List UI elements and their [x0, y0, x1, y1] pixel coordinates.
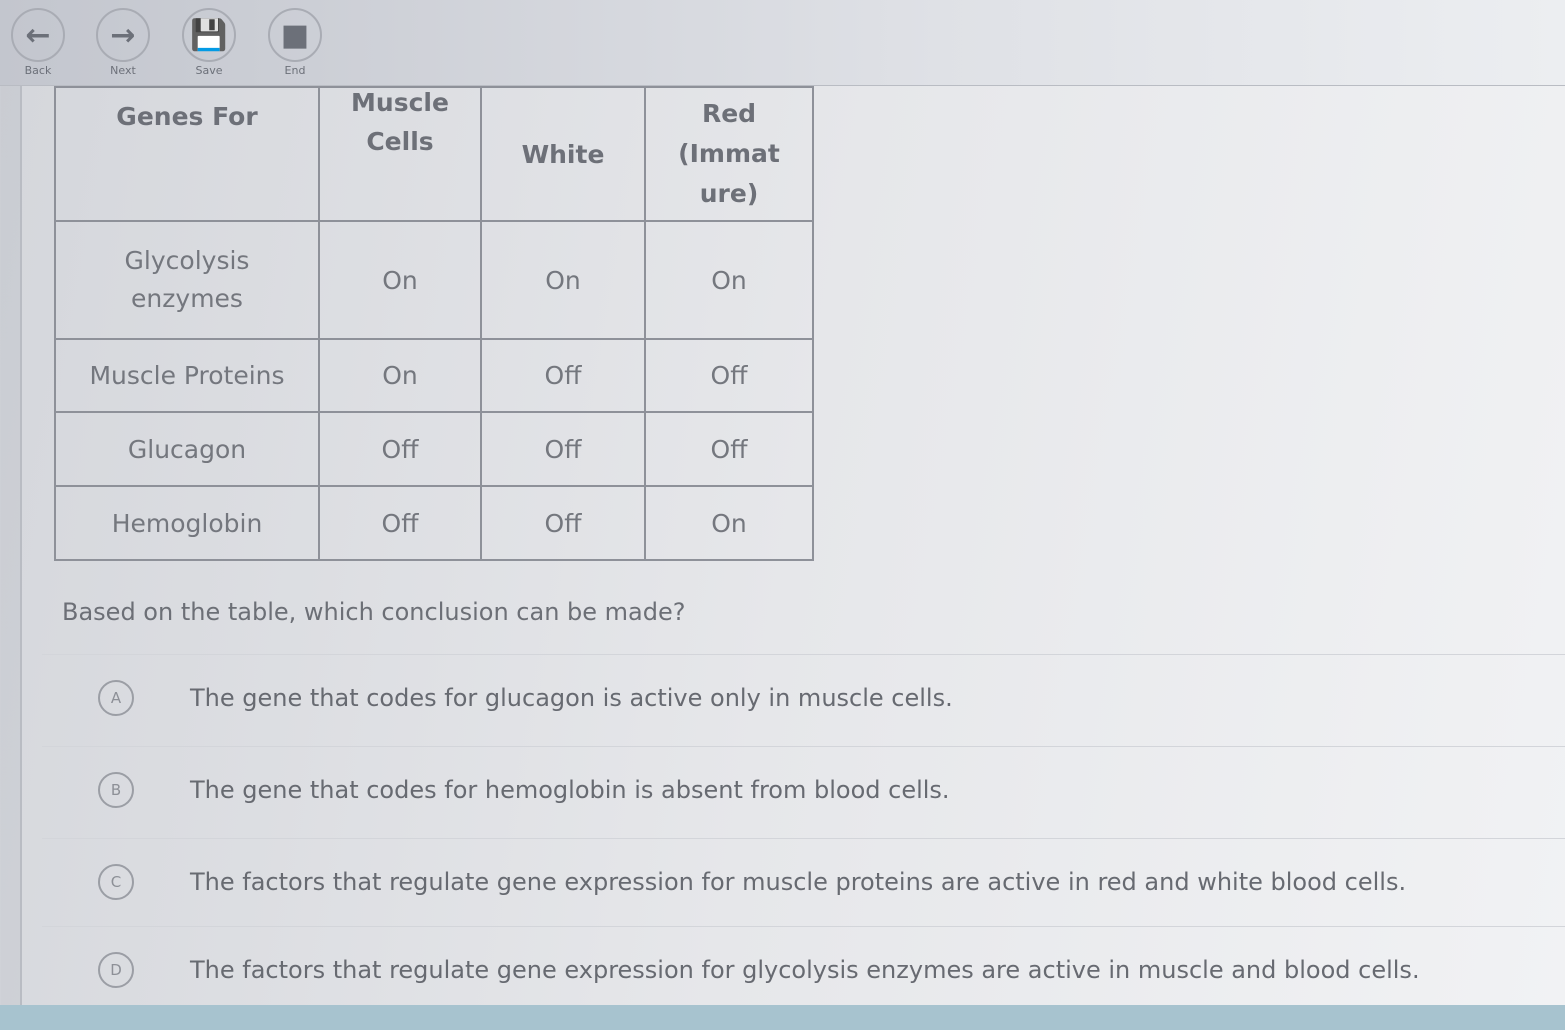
table-cell: Off [644, 411, 814, 487]
table-cell: Glycolysis enzymes [54, 220, 320, 340]
table-row: Muscle Proteins On Off Off [54, 338, 814, 413]
header-text: (Immat [678, 139, 780, 168]
end-button[interactable]: ■ End [267, 8, 323, 77]
question-text: Based on the table, which conclusion can… [62, 598, 686, 626]
table-cell: Off [644, 338, 814, 413]
table-row: Glycolysis enzymes On On On [54, 220, 814, 340]
header-red-immature: Red (Immat ure) [644, 86, 814, 222]
option-text: The gene that codes for glucagon is acti… [190, 684, 953, 712]
table-cell: Off [318, 485, 482, 561]
header-genes-for: Genes For [54, 86, 320, 222]
table-cell: On [318, 338, 482, 413]
back-button[interactable]: ← Back [10, 8, 66, 77]
next-button[interactable]: → Next [95, 8, 151, 77]
arrow-right-icon: → [96, 8, 150, 62]
header-white: White [480, 86, 646, 222]
save-button[interactable]: 💾 Save [181, 8, 237, 77]
answer-option-b[interactable]: B The gene that codes for hemoglobin is … [42, 746, 1565, 833]
answer-option-c[interactable]: C The factors that regulate gene express… [42, 838, 1565, 925]
header-text: Cells [366, 127, 434, 156]
option-text: The factors that regulate gene expressio… [190, 868, 1407, 896]
option-letter-badge[interactable]: B [98, 772, 134, 808]
stop-icon: ■ [268, 8, 322, 62]
option-letter-badge[interactable]: A [98, 680, 134, 716]
answer-option-a[interactable]: A The gene that codes for glucagon is ac… [42, 654, 1565, 741]
table-cell: Hemoglobin [54, 485, 320, 561]
taskbar [0, 1005, 1565, 1030]
header-text: ure) [699, 179, 759, 208]
header-text: White [521, 139, 605, 169]
toolbar: ← Back → Next 💾 Save ■ End [0, 0, 1565, 86]
table-row: Hemoglobin Off Off On [54, 485, 814, 561]
header-text: Red [701, 99, 757, 128]
table-cell: On [318, 220, 482, 340]
table-cell: Off [480, 411, 646, 487]
table-cell: On [644, 220, 814, 340]
header-text: Genes For [116, 102, 258, 131]
option-text: The gene that codes for hemoglobin is ab… [190, 776, 950, 804]
table-cell: On [644, 485, 814, 561]
save-icon: 💾 [182, 8, 236, 62]
table-cell: Muscle Proteins [54, 338, 320, 413]
option-text: The factors that regulate gene expressio… [190, 956, 1420, 984]
table-cell: Glucagon [54, 411, 320, 487]
answer-option-d[interactable]: D The factors that regulate gene express… [42, 926, 1565, 1013]
table-cell: On [480, 220, 646, 340]
table-cell: Off [318, 411, 482, 487]
header-muscle-cells: Muscle Cells [318, 86, 482, 222]
table-cell: Off [480, 338, 646, 413]
option-letter-badge[interactable]: C [98, 864, 134, 900]
table-header-row: Genes For Muscle Cells White Red (Immat ure… [54, 86, 814, 222]
gene-expression-table: Genes For Muscle Cells White Red (Immat ure… [54, 86, 814, 561]
arrow-left-icon: ← [11, 8, 65, 62]
question-content: Genes For Muscle Cells White Red (Immat ure… [20, 86, 1565, 1006]
header-text: Muscle [351, 88, 449, 117]
option-letter-badge[interactable]: D [98, 952, 134, 988]
table-row: Glucagon Off Off Off [54, 411, 814, 487]
table-cell: Off [480, 485, 646, 561]
